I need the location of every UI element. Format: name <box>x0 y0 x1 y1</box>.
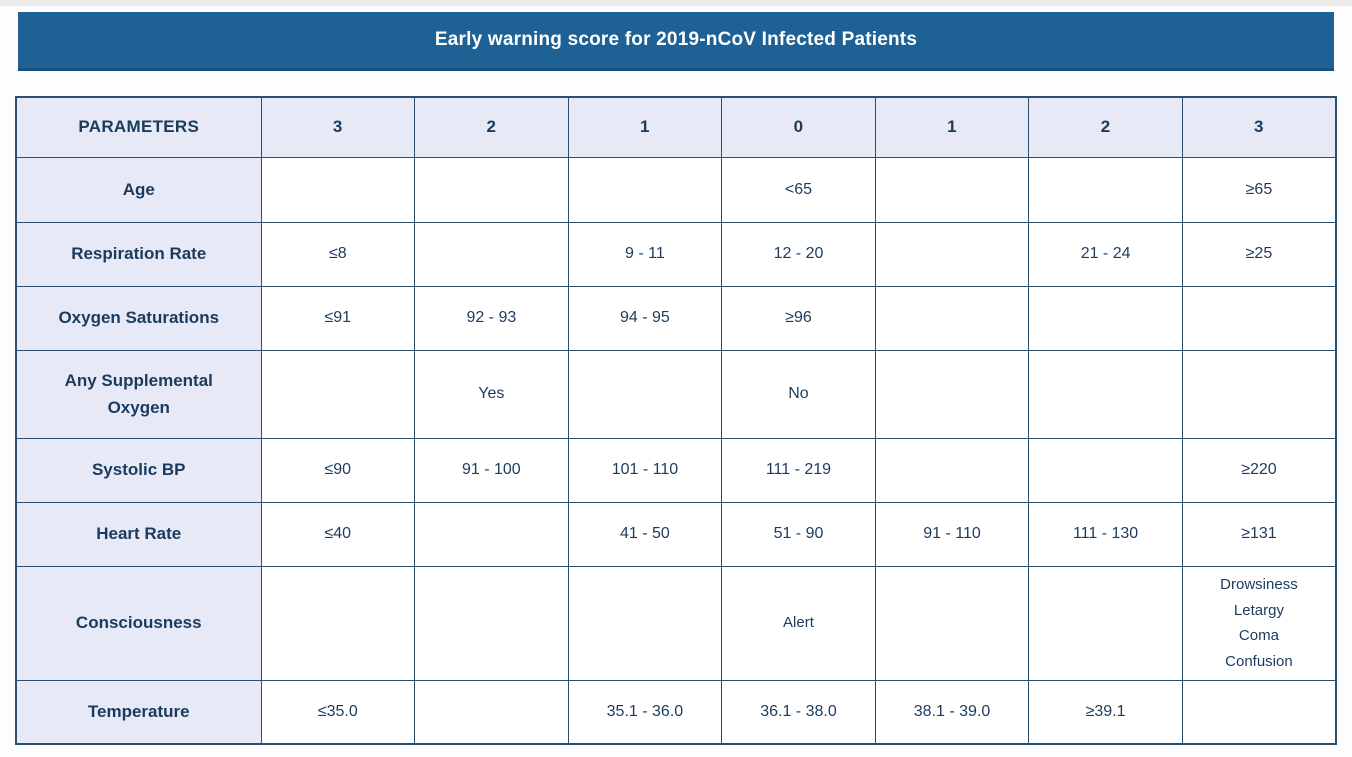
table-row: Oxygen Saturations ≤91 92 - 93 94 - 95 ≥96 <box>15 285 1337 351</box>
score-cell <box>1028 565 1183 681</box>
score-column-header: 2 <box>414 96 569 158</box>
row-label: Oxygen Saturations <box>15 285 262 351</box>
score-cell: ≥220 <box>1181 437 1337 503</box>
score-cell: 111 - 219 <box>721 437 876 503</box>
table-row: Systolic BP ≤90 91 - 100 101 - 110 111 - 219… <box>15 437 1337 503</box>
score-cell: ≤91 <box>260 285 416 351</box>
score-cell: 94 - 95 <box>567 285 723 351</box>
score-cell <box>1028 349 1183 439</box>
score-cell <box>414 156 569 223</box>
score-cell: ≥96 <box>721 285 876 351</box>
score-cell <box>414 501 569 567</box>
score-cell: ≤90 <box>260 437 416 503</box>
score-cell <box>260 349 416 439</box>
score-cell <box>414 679 569 745</box>
score-cell <box>874 437 1030 503</box>
row-label: Age <box>15 156 262 223</box>
score-cell: ≤8 <box>260 221 416 287</box>
score-cell: 21 - 24 <box>1028 221 1183 287</box>
score-cell: 41 - 50 <box>567 501 723 567</box>
score-cell <box>567 565 723 681</box>
score-cell: 9 - 11 <box>567 221 723 287</box>
table-row: Consciousness Alert Drowsiness Letargy Com… <box>15 565 1337 681</box>
parameters-column-header: PARAMETERS <box>15 96 262 158</box>
score-cell <box>414 565 569 681</box>
score-column-header: 1 <box>567 96 723 158</box>
score-cell: Drowsiness Letargy Coma Confusion <box>1181 565 1337 681</box>
page-title: Early warning score for 2019-nCoV Infect… <box>434 29 918 50</box>
score-column-header: 2 <box>1028 96 1183 158</box>
score-cell <box>414 221 569 287</box>
top-edge-strip <box>0 0 1352 6</box>
score-cell <box>1028 285 1183 351</box>
score-cell: Yes <box>414 349 569 439</box>
table-row: Temperature ≤35.0 35.1 - 36.0 36.1 - 38.0 38… <box>15 679 1337 745</box>
score-cell: ≥65 <box>1181 156 1337 223</box>
table-row: Respiration Rate ≤8 9 - 11 12 - 20 21 - 24 ≥2… <box>15 221 1337 287</box>
score-cell <box>1181 679 1337 745</box>
title-banner: Early warning score for 2019-nCoV Infect… <box>18 12 1334 71</box>
score-cell <box>1181 349 1337 439</box>
score-cell: ≥39.1 <box>1028 679 1183 745</box>
score-cell <box>260 565 416 681</box>
table-body: Age <65 ≥65 Respiration Rate ≤8 9 - 11 12 - 20… <box>15 156 1337 745</box>
early-warning-score-table: PARAMETERS 3 2 1 0 1 2 3 Age <65 ≥65 Respiration R… <box>15 96 1337 745</box>
score-cell: ≤40 <box>260 501 416 567</box>
table-row: Any Supplemental Oxygen Yes No <box>15 349 1337 439</box>
score-cell <box>260 156 416 223</box>
score-cell <box>874 221 1030 287</box>
score-cell <box>1028 156 1183 223</box>
table-row: Heart Rate ≤40 41 - 50 51 - 90 91 - 110 111 -… <box>15 501 1337 567</box>
score-cell: ≤35.0 <box>260 679 416 745</box>
score-cell: ≥131 <box>1181 501 1337 567</box>
score-cell: 92 - 93 <box>414 285 569 351</box>
header-row: PARAMETERS 3 2 1 0 1 2 3 <box>15 96 1337 158</box>
score-column-header: 3 <box>1181 96 1337 158</box>
score-column-header: 3 <box>260 96 416 158</box>
score-cell <box>874 565 1030 681</box>
score-cell: 91 - 100 <box>414 437 569 503</box>
score-cell: 12 - 20 <box>721 221 876 287</box>
score-cell <box>567 156 723 223</box>
score-cell: 101 - 110 <box>567 437 723 503</box>
score-cell: <65 <box>721 156 876 223</box>
row-label: Heart Rate <box>15 501 262 567</box>
score-cell: 51 - 90 <box>721 501 876 567</box>
score-cell: Alert <box>721 565 876 681</box>
score-column-header: 0 <box>721 96 876 158</box>
table-row: Age <65 ≥65 <box>15 156 1337 223</box>
score-cell <box>874 349 1030 439</box>
score-cell: 91 - 110 <box>874 501 1030 567</box>
score-column-header: 1 <box>874 96 1030 158</box>
score-cell: No <box>721 349 876 439</box>
score-cell <box>567 349 723 439</box>
row-label: Respiration Rate <box>15 221 262 287</box>
row-label: Consciousness <box>15 565 262 681</box>
score-cell: 38.1 - 39.0 <box>874 679 1030 745</box>
row-label: Any Supplemental Oxygen <box>15 349 262 439</box>
score-cell <box>1028 437 1183 503</box>
score-cell: 36.1 - 38.0 <box>721 679 876 745</box>
score-cell: ≥25 <box>1181 221 1337 287</box>
score-cell <box>874 285 1030 351</box>
score-cell <box>874 156 1030 223</box>
row-label: Temperature <box>15 679 262 745</box>
score-cell: 35.1 - 36.0 <box>567 679 723 745</box>
row-label: Systolic BP <box>15 437 262 503</box>
score-cell <box>1181 285 1337 351</box>
score-cell: 111 - 130 <box>1028 501 1183 567</box>
